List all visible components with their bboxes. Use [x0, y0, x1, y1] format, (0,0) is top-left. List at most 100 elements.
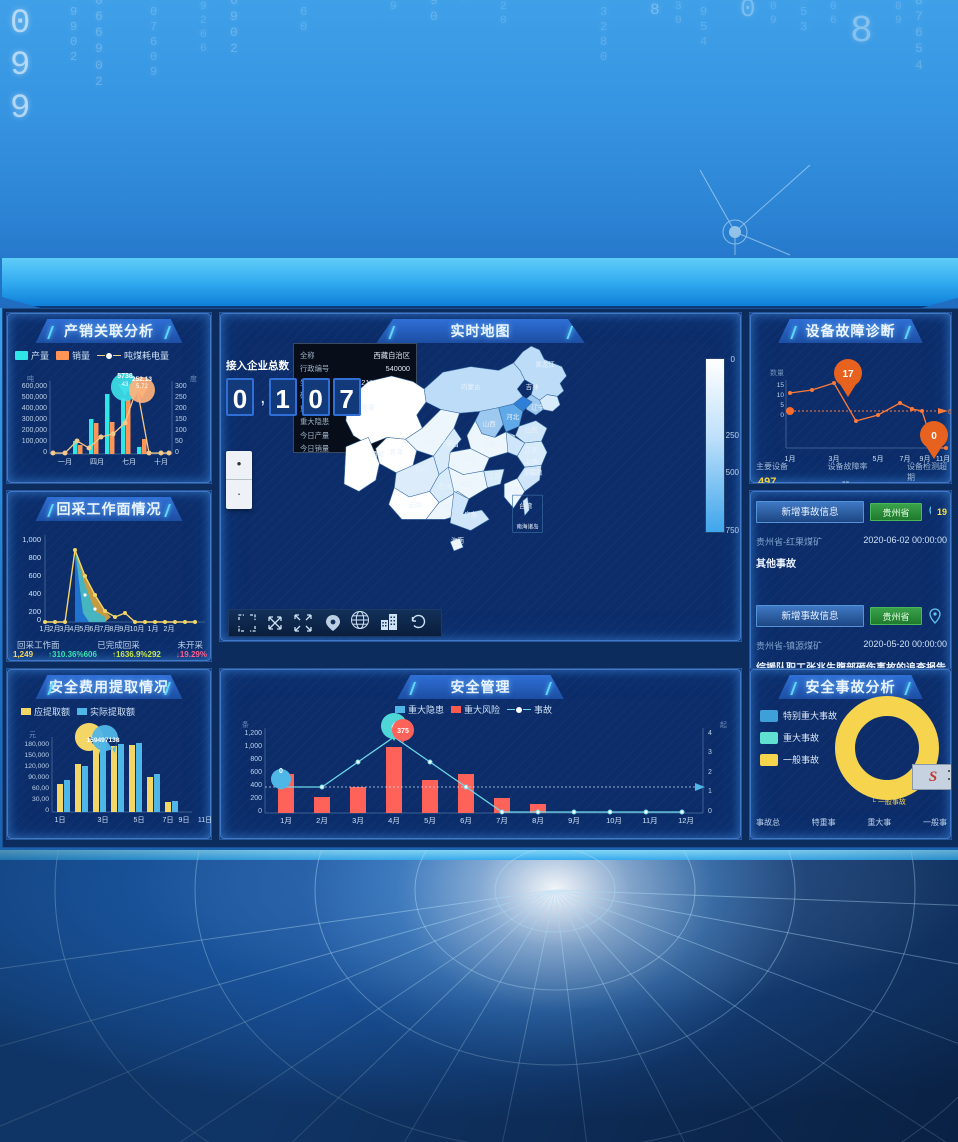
svg-text:上海: 上海 [525, 456, 539, 465]
svg-text:条: 条 [242, 720, 249, 729]
svg-text:数量: 数量 [770, 368, 784, 377]
svg-text:10月: 10月 [130, 625, 145, 633]
svg-text:11日: 11日 [198, 816, 212, 824]
svg-text:50: 50 [175, 438, 183, 445]
svg-text:1,000: 1,000 [22, 535, 41, 544]
svg-text:黑龙江: 黑龙江 [535, 360, 555, 369]
svg-text:10月: 10月 [606, 816, 622, 825]
svg-text:甘肃: 甘肃 [422, 438, 436, 447]
svg-text:400: 400 [28, 589, 41, 598]
svg-text:5: 5 [780, 402, 784, 409]
svg-text:90,000: 90,000 [28, 774, 49, 781]
svg-text:新疆: 新疆 [362, 402, 376, 411]
svg-text:5月: 5月 [424, 816, 436, 825]
svg-text:600: 600 [250, 769, 262, 776]
svg-text:江西: 江西 [487, 472, 501, 480]
svg-text:0: 0 [780, 412, 784, 419]
svg-text:4: 4 [708, 730, 712, 737]
svg-text:4月: 4月 [388, 816, 400, 825]
svg-text:9月: 9月 [568, 816, 580, 825]
svg-text:2月: 2月 [164, 625, 175, 633]
svg-text:150,000: 150,000 [24, 752, 49, 759]
svg-text:青海: 青海 [390, 447, 404, 456]
svg-text:3: 3 [708, 749, 712, 756]
svg-text:5738: 5738 [117, 373, 133, 380]
svg-text:四月: 四月 [90, 458, 104, 466]
svg-text:2: 2 [708, 769, 712, 776]
svg-text:100: 100 [175, 427, 187, 434]
svg-text:400,000: 400,000 [22, 405, 47, 412]
svg-text:山西: 山西 [483, 419, 497, 428]
svg-text:600: 600 [28, 571, 41, 580]
svg-text:河北: 河北 [506, 413, 520, 421]
svg-text:0: 0 [175, 449, 179, 456]
svg-text:湖南: 湖南 [460, 479, 474, 488]
svg-text:福建: 福建 [506, 484, 520, 493]
svg-text:西藏: 西藏 [371, 449, 385, 458]
svg-text:0: 0 [43, 449, 47, 456]
svg-text:吨: 吨 [27, 374, 34, 383]
svg-text:200,000: 200,000 [22, 427, 47, 434]
svg-text:元: 元 [29, 731, 36, 739]
svg-text:7日: 7日 [163, 816, 174, 824]
svg-text:120,000: 120,000 [24, 763, 49, 770]
svg-text:陕西: 陕西 [446, 440, 460, 449]
svg-text:300: 300 [175, 383, 187, 390]
svg-text:10: 10 [777, 392, 785, 399]
svg-text:6月: 6月 [460, 816, 472, 825]
svg-text:1日: 1日 [55, 816, 66, 824]
svg-text:山东: 山东 [525, 425, 539, 434]
svg-text:0: 0 [279, 768, 283, 775]
svg-text:6.8: 6.8 [948, 409, 952, 416]
svg-text:1,200: 1,200 [244, 730, 262, 737]
svg-text:1,000: 1,000 [244, 743, 262, 750]
svg-text:12月: 12月 [678, 816, 694, 825]
svg-text:1月: 1月 [280, 816, 292, 825]
svg-text:5日: 5日 [134, 816, 145, 824]
svg-text:江苏: 江苏 [525, 445, 539, 454]
svg-text:100,000: 100,000 [22, 438, 47, 445]
svg-text:云南: 云南 [408, 500, 422, 509]
svg-text:河南: 河南 [483, 440, 497, 449]
svg-text:广东: 广东 [464, 510, 478, 519]
svg-text:0: 0 [45, 807, 49, 814]
svg-text:400: 400 [250, 782, 262, 789]
svg-text:台湾: 台湾 [519, 501, 533, 510]
svg-text:3日: 3日 [98, 816, 109, 824]
svg-text:0: 0 [931, 431, 937, 442]
svg-text:0: 0 [258, 808, 262, 815]
svg-text:1: 1 [708, 788, 712, 795]
svg-text:辽宁: 辽宁 [531, 402, 545, 411]
svg-text:湖北: 湖北 [462, 455, 476, 464]
svg-text:1月: 1月 [148, 625, 159, 633]
svg-text:800: 800 [250, 756, 262, 763]
svg-text:5.72: 5.72 [136, 384, 148, 390]
svg-text:43: 43 [122, 382, 129, 388]
svg-text:150: 150 [175, 416, 187, 423]
svg-text:广西: 广西 [438, 503, 452, 512]
svg-text:7月: 7月 [496, 816, 508, 825]
svg-text:贵州: 贵州 [438, 482, 451, 491]
svg-text:度: 度 [190, 374, 197, 383]
svg-text:180,000: 180,000 [24, 741, 49, 748]
svg-text:七月: 七月 [122, 457, 136, 466]
svg-text:15: 15 [777, 382, 785, 389]
svg-text:3月: 3月 [352, 816, 364, 825]
svg-text:11月: 11月 [642, 816, 657, 825]
svg-text:17: 17 [842, 369, 854, 380]
svg-text:60,00: 60,00 [32, 785, 49, 792]
svg-text:2月: 2月 [316, 816, 328, 825]
svg-text:9日: 9日 [179, 816, 190, 824]
svg-text:200: 200 [250, 795, 262, 802]
svg-text:800: 800 [28, 553, 41, 562]
svg-text:500,000: 500,000 [22, 394, 47, 401]
svg-text:600,000: 600,000 [22, 383, 47, 390]
svg-text:海南: 海南 [451, 536, 464, 545]
svg-text:300,000: 300,000 [22, 416, 47, 423]
svg-text:0: 0 [37, 615, 41, 624]
svg-text:浙江: 浙江 [524, 468, 538, 477]
svg-text:南海诸岛: 南海诸岛 [516, 523, 539, 531]
svg-text:吉林: 吉林 [526, 382, 540, 391]
svg-text:8月: 8月 [532, 816, 544, 825]
svg-text:0: 0 [708, 808, 712, 815]
